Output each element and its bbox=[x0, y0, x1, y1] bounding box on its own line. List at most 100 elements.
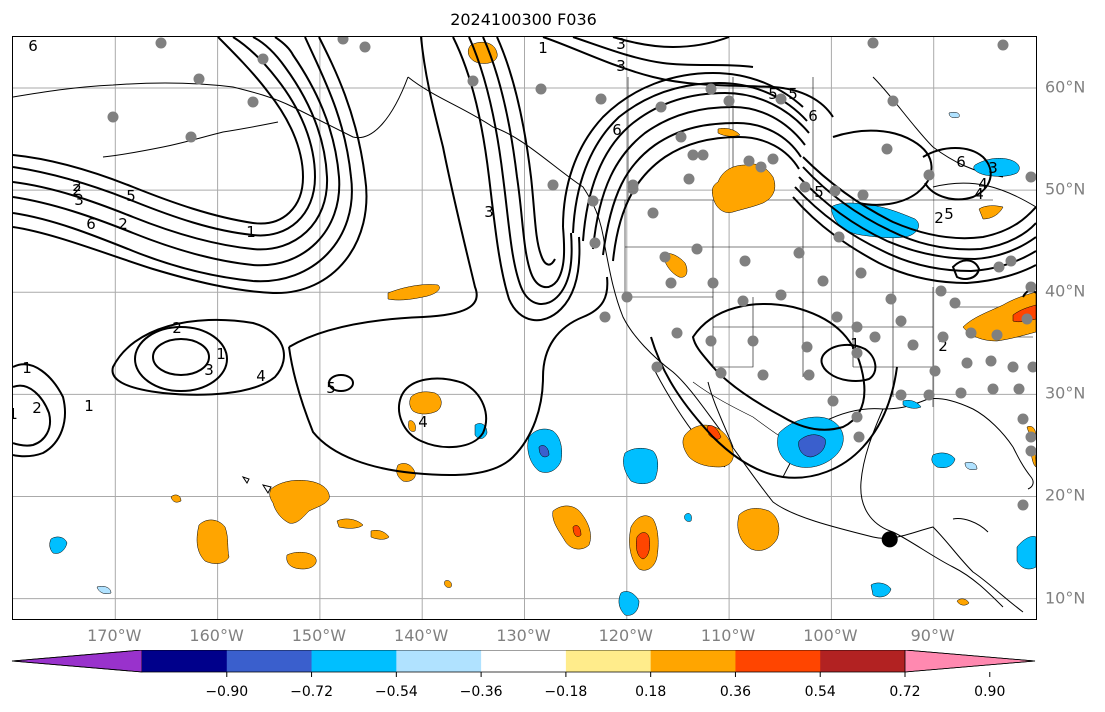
anomaly-negative-region bbox=[49, 536, 68, 554]
anomaly-positive-region bbox=[978, 205, 1004, 220]
page-title: 2024100300 F036 bbox=[450, 10, 597, 29]
station-dot bbox=[1025, 445, 1036, 457]
station-dot bbox=[1005, 255, 1017, 267]
contour-label: 2 bbox=[118, 215, 128, 233]
station-dot bbox=[775, 93, 787, 105]
anomaly-negative-region bbox=[973, 158, 1020, 177]
station-dot bbox=[775, 289, 787, 301]
station-dot bbox=[535, 83, 547, 95]
anomaly-positive-region bbox=[408, 420, 416, 432]
station-dot bbox=[793, 247, 805, 259]
station-dot bbox=[965, 327, 977, 339]
station-dot bbox=[949, 297, 961, 309]
contour-label: 6 bbox=[28, 37, 38, 55]
station-dot bbox=[683, 173, 695, 185]
contour-label: 4 bbox=[256, 367, 266, 385]
station-dot bbox=[803, 369, 815, 381]
station-dot bbox=[185, 131, 197, 143]
latitude-label: 30°N bbox=[1045, 383, 1086, 403]
contour-label: 1 bbox=[246, 223, 256, 241]
colorbar-tick-label: −0.36 bbox=[459, 684, 503, 700]
anomaly-negative-region bbox=[474, 423, 488, 439]
station-dot bbox=[705, 335, 717, 347]
contour-labels: 63216532132123412115436556543465212 bbox=[13, 37, 998, 431]
longitude-label: 110°W bbox=[700, 626, 756, 645]
anomaly-negative-region bbox=[830, 202, 919, 239]
station-dot bbox=[955, 387, 967, 399]
anomaly-positive-region bbox=[336, 518, 364, 529]
station-dot bbox=[675, 131, 687, 143]
station-dot bbox=[1027, 361, 1036, 373]
station-dot bbox=[857, 189, 869, 201]
anomaly-positive-region bbox=[552, 505, 591, 550]
station-dot bbox=[1007, 361, 1019, 373]
station-dot bbox=[987, 383, 999, 395]
station-dot bbox=[599, 311, 611, 323]
station-dot bbox=[885, 293, 897, 305]
map-frame: 63216532132123412115436556543465212 bbox=[12, 36, 1037, 620]
anomaly-strong-negative-region bbox=[798, 434, 826, 458]
station-dot bbox=[997, 39, 1009, 51]
anomaly-negative-region bbox=[870, 582, 892, 598]
anomaly-strong-negative-region bbox=[538, 445, 550, 458]
contour-label: 1 bbox=[538, 39, 548, 57]
contour-label: 1 bbox=[216, 345, 226, 363]
latitude-label: 10°N bbox=[1045, 588, 1086, 608]
anomaly-positive-region bbox=[956, 598, 970, 606]
station-dot bbox=[621, 291, 633, 303]
station-dot bbox=[747, 335, 759, 347]
contour-label: 5 bbox=[768, 85, 778, 103]
station-dot bbox=[755, 161, 767, 173]
station-dot bbox=[827, 395, 839, 407]
colorbar-extend-max bbox=[904, 650, 1036, 673]
colorbar-segment bbox=[481, 650, 567, 672]
station-dot bbox=[1025, 171, 1036, 183]
colorbar-segment bbox=[820, 650, 906, 672]
station-dot bbox=[907, 339, 919, 351]
location-marker bbox=[881, 531, 898, 548]
station-dot bbox=[831, 311, 843, 323]
colorbar-tick-label: −0.54 bbox=[374, 684, 418, 700]
contour-label: 4 bbox=[418, 413, 428, 431]
contour-label: 5 bbox=[326, 379, 336, 397]
contour-label: 3 bbox=[616, 57, 626, 75]
station-dot bbox=[737, 295, 749, 307]
isoline-contours bbox=[13, 37, 1036, 479]
anomaly-negative-region bbox=[618, 591, 640, 616]
colorbar-segment bbox=[142, 650, 228, 672]
gridlines bbox=[13, 37, 1036, 619]
station-dot bbox=[801, 341, 813, 353]
anomaly-positive-region bbox=[737, 508, 780, 551]
station-dot bbox=[247, 96, 259, 108]
station-dot bbox=[193, 73, 205, 85]
anomaly-negative-region bbox=[623, 448, 658, 484]
colorbar-tick-label: −0.90 bbox=[205, 684, 249, 700]
anomaly-positive-region bbox=[196, 519, 230, 564]
station-dot bbox=[851, 411, 863, 423]
station-dot bbox=[991, 329, 1003, 341]
station-dot bbox=[337, 37, 349, 45]
contour-label: 3 bbox=[988, 159, 998, 177]
station-dot bbox=[881, 143, 893, 155]
colorbar-segment bbox=[226, 650, 313, 672]
anomaly-negative-region bbox=[684, 513, 692, 522]
longitude-label: 170°W bbox=[87, 626, 142, 645]
contour-label: 4 bbox=[978, 175, 988, 193]
station-dot bbox=[937, 331, 949, 343]
longitude-label: 140°W bbox=[394, 626, 449, 645]
station-dot bbox=[887, 95, 899, 107]
station-dot bbox=[757, 369, 769, 381]
contour-label: 6 bbox=[612, 121, 622, 139]
anomaly-fill-regions bbox=[49, 42, 1036, 616]
contour-label: 2 bbox=[938, 337, 948, 355]
contour-label: 5 bbox=[944, 205, 954, 223]
station-dot bbox=[1025, 431, 1036, 443]
anomaly-positive-region bbox=[444, 580, 452, 588]
station-dot bbox=[665, 277, 677, 289]
contour-label: 3 bbox=[204, 361, 214, 379]
station-dot bbox=[659, 251, 671, 263]
colorbar-segment bbox=[311, 650, 397, 672]
anomaly-negative-region bbox=[931, 452, 956, 468]
longitude-label: 100°W bbox=[803, 626, 858, 645]
colorbar-segment bbox=[650, 650, 736, 672]
